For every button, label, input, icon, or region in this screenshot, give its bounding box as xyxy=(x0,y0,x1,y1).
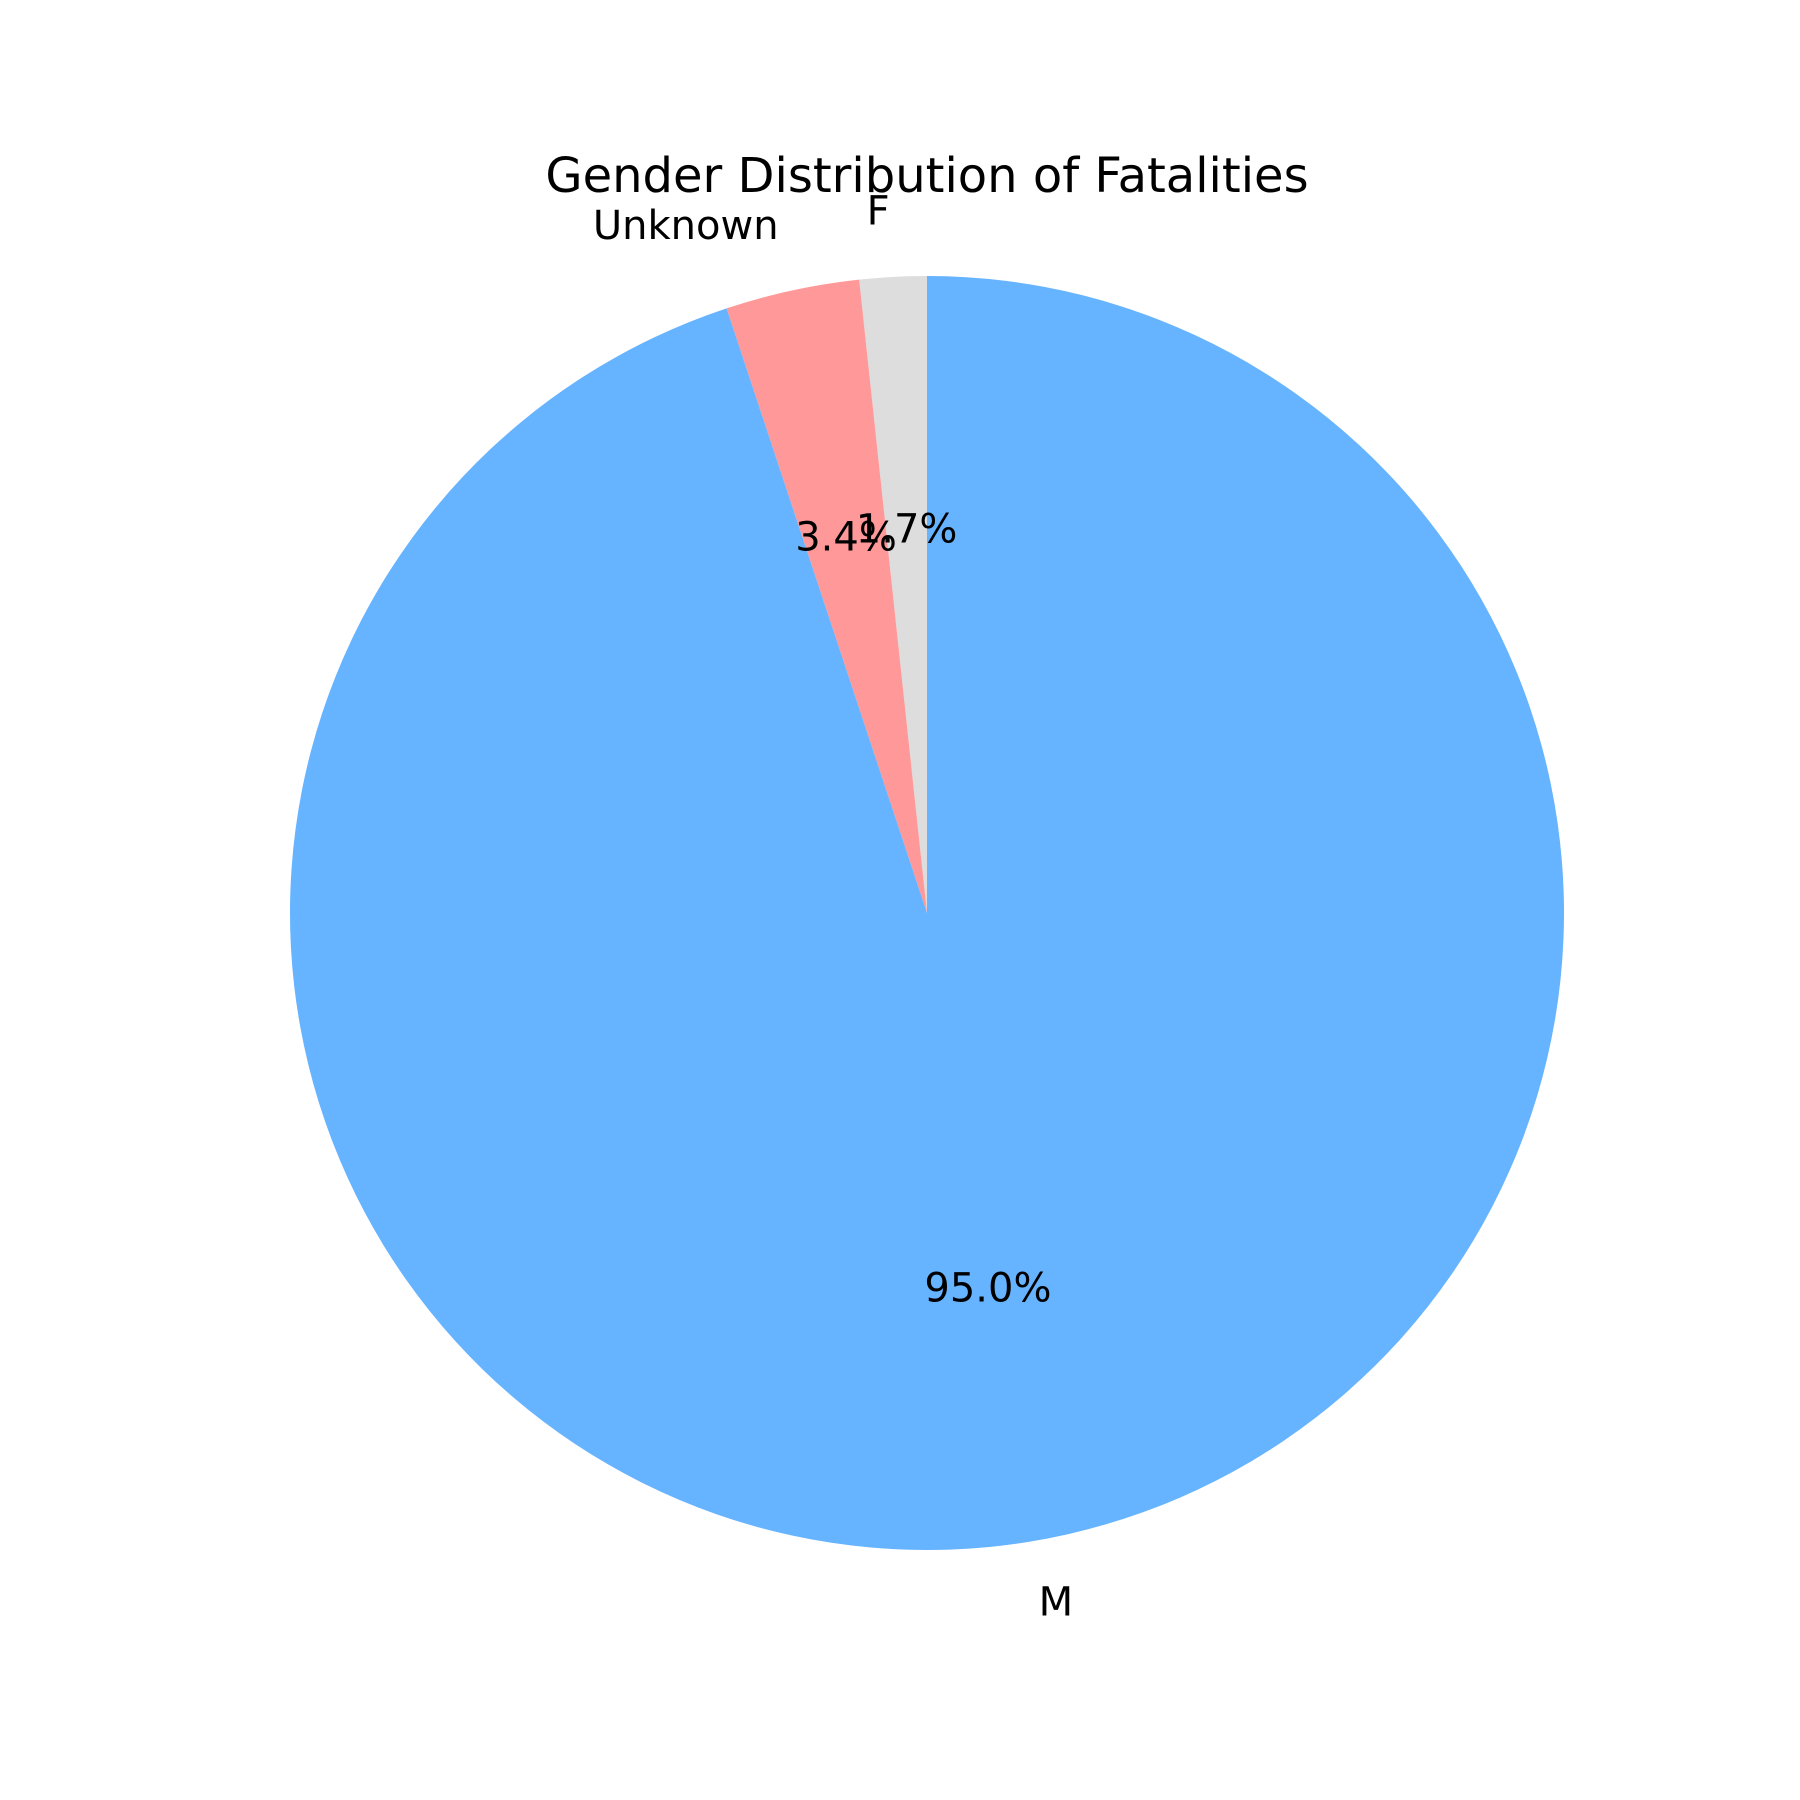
pie-slice-m xyxy=(290,276,1565,1550)
pie-slice-unknown xyxy=(726,279,927,913)
slice-pct-unknown: 3.4% xyxy=(795,514,897,560)
slice-label-m: M xyxy=(1039,1580,1074,1626)
pie-slice-f xyxy=(859,276,927,913)
slice-pct-f: 1.7% xyxy=(856,506,958,552)
slice-pct-m: 95.0% xyxy=(924,1265,1051,1311)
slice-label-unknown: Unknown xyxy=(593,203,779,249)
pie-labels: F 1.7% Unknown 3.4% M 95.0% xyxy=(593,188,1073,1625)
slice-label-f: F xyxy=(867,188,890,234)
chart-title: Gender Distribution of Fatalities xyxy=(545,148,1308,204)
pie-slices xyxy=(290,276,1565,1550)
